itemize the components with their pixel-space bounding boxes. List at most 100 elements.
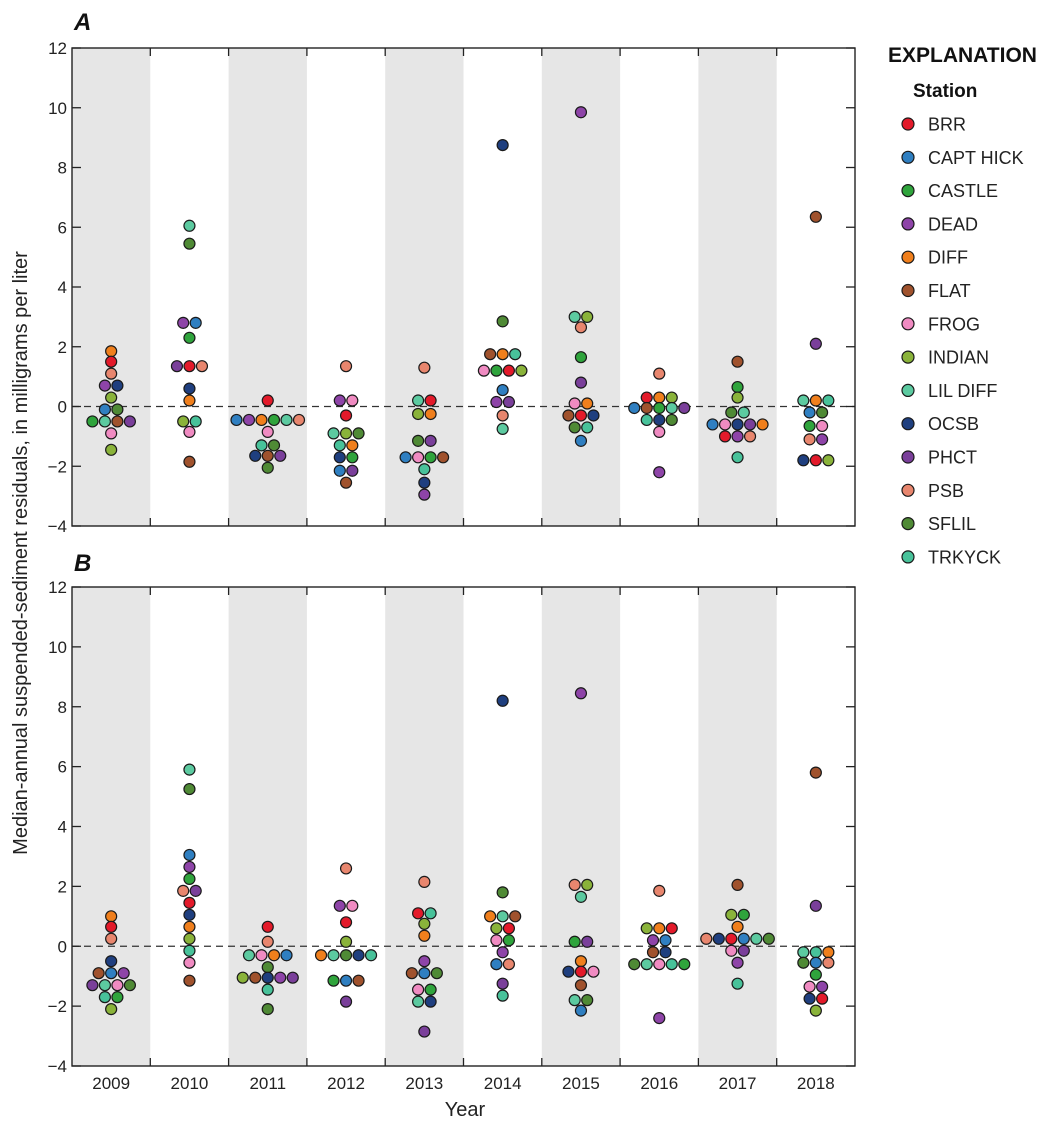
data-point-castle-2016 <box>653 401 666 415</box>
data-point-indian-2018 <box>822 454 835 467</box>
data-point-flat-2015 <box>562 409 575 422</box>
data-point-frog-2010 <box>183 956 196 969</box>
data-point-ocsb-2015 <box>587 409 600 422</box>
data-point-brr-2011 <box>261 394 274 407</box>
data-point-brr-2015 <box>574 409 588 422</box>
data-point-frog-2010 <box>183 425 196 438</box>
data-point-frog-2012 <box>346 394 359 407</box>
data-point-trkyck-2012 <box>364 949 378 962</box>
data-point-phct-2009 <box>123 415 136 428</box>
data-point-indian-2009 <box>105 391 118 404</box>
legend-marker-trkyck <box>901 550 915 564</box>
x-tick-label-2009: 2009 <box>92 1074 130 1093</box>
data-point-flat-2014 <box>484 348 497 361</box>
data-point-castle-2010 <box>183 331 196 344</box>
data-point-indian-2009 <box>105 1003 118 1016</box>
data-point-lil-diff-2017 <box>750 932 763 945</box>
legend-marker-capt-hick <box>901 150 915 164</box>
panel-b: −4 −2 0 2 4 6 8 10 12 2009 2010 2011 2012 2013 2014 201… <box>48 550 856 1093</box>
data-point-flat-2012 <box>352 974 365 987</box>
data-point-trkyck-2017 <box>731 977 744 990</box>
data-point-flat-2012 <box>339 476 353 489</box>
data-point-trkyck-2010 <box>189 415 202 428</box>
data-point-flat-2013 <box>437 451 450 464</box>
data-point-psb-2010 <box>195 360 209 373</box>
y-tick-label: 2 <box>58 877 67 896</box>
data-point-diff-2016 <box>653 922 666 935</box>
data-point-frog-2012 <box>346 899 359 912</box>
data-point-lil-diff-2016 <box>665 401 678 415</box>
data-point-diff-2017 <box>731 920 744 933</box>
data-point-lil-diff-2012 <box>327 949 340 962</box>
data-point-castle-2014 <box>502 934 515 947</box>
data-point-brr-2013 <box>412 907 425 920</box>
data-point-capt-hick-2010 <box>183 848 196 862</box>
data-point-indian-2017 <box>725 908 738 921</box>
data-point-capt-hick-2017 <box>737 932 750 945</box>
data-point-trkyck-2013 <box>418 463 431 476</box>
data-point-phct-2017 <box>737 944 750 957</box>
data-point-frog-2013 <box>412 983 425 996</box>
data-point-trkyck-2010 <box>183 944 196 957</box>
data-point-sflil-2014 <box>496 315 509 328</box>
data-point-dead-2010 <box>177 316 190 329</box>
data-point-lil-diff-2010 <box>183 219 196 232</box>
data-point-capt-hick-2013 <box>418 967 431 980</box>
shaded-band-2013 <box>385 48 464 526</box>
data-point-frog-2018 <box>815 419 829 433</box>
data-point-flat-2010 <box>183 455 196 468</box>
data-point-capt-hick-2013 <box>399 451 412 464</box>
data-point-lil-diff-2016 <box>640 958 653 971</box>
data-point-frog-2014 <box>490 934 503 947</box>
data-point-diff-2011 <box>255 413 268 427</box>
data-point-frog-2018 <box>803 980 816 993</box>
data-point-sflil-2013 <box>412 434 425 447</box>
legend-label-castle: CASTLE <box>928 181 998 201</box>
data-point-phct-2017 <box>743 418 757 431</box>
data-point-indian-2010 <box>177 415 190 428</box>
data-point-trkyck-2016 <box>665 958 678 971</box>
data-point-psb-2014 <box>502 958 515 971</box>
data-point-psb-2012 <box>339 862 353 875</box>
data-point-lil-diff-2013 <box>412 995 425 1008</box>
data-point-brr-2009 <box>105 355 118 368</box>
data-point-frog-2016 <box>653 425 666 438</box>
data-point-indian-2014 <box>515 364 528 377</box>
data-point-flat-2009 <box>111 415 124 428</box>
data-point-frog-2017 <box>718 418 732 431</box>
shaded-band-2015 <box>541 587 621 1066</box>
x-tick-label-2015: 2015 <box>562 1074 600 1093</box>
data-point-brr-2018 <box>809 454 822 467</box>
data-point-diff-2012 <box>346 439 359 452</box>
data-point-diff-2017 <box>756 418 769 431</box>
data-point-psb-2017 <box>700 932 713 945</box>
data-point-diff-2015 <box>581 397 594 410</box>
data-point-ocsb-2016 <box>659 946 672 959</box>
data-point-psb-2016 <box>653 884 666 897</box>
data-point-psb-2017 <box>743 430 757 443</box>
data-point-sflil-2010 <box>183 237 196 250</box>
shaded-band-2017 <box>698 587 777 1066</box>
data-point-ocsb-2017 <box>712 932 725 945</box>
data-point-ocsb-2012 <box>352 949 365 962</box>
data-point-sflil-2018 <box>815 406 829 419</box>
data-point-diff-2018 <box>822 946 835 959</box>
data-point-diff-2018 <box>809 394 822 407</box>
data-point-psb-2015 <box>568 878 581 891</box>
data-point-ocsb-2016 <box>653 413 666 427</box>
y-tick-label: −2 <box>48 997 67 1016</box>
data-point-ocsb-2018 <box>797 454 810 467</box>
data-point-indian-2012 <box>339 427 353 440</box>
data-point-dead-2016 <box>646 934 660 947</box>
data-point-sflil-2011 <box>261 961 274 974</box>
data-point-trkyck-2018 <box>822 394 835 407</box>
data-point-indian-2015 <box>581 878 594 891</box>
data-point-brr-2014 <box>502 922 515 935</box>
data-point-trkyck-2012 <box>333 439 346 452</box>
data-point-diff-2013 <box>418 929 431 942</box>
data-point-castle-2015 <box>568 935 581 948</box>
data-point-flat-2016 <box>640 401 653 415</box>
data-point-capt-hick-2011 <box>230 413 243 427</box>
data-point-lil-diff-2015 <box>574 890 588 903</box>
data-point-lil-diff-2017 <box>737 406 750 419</box>
